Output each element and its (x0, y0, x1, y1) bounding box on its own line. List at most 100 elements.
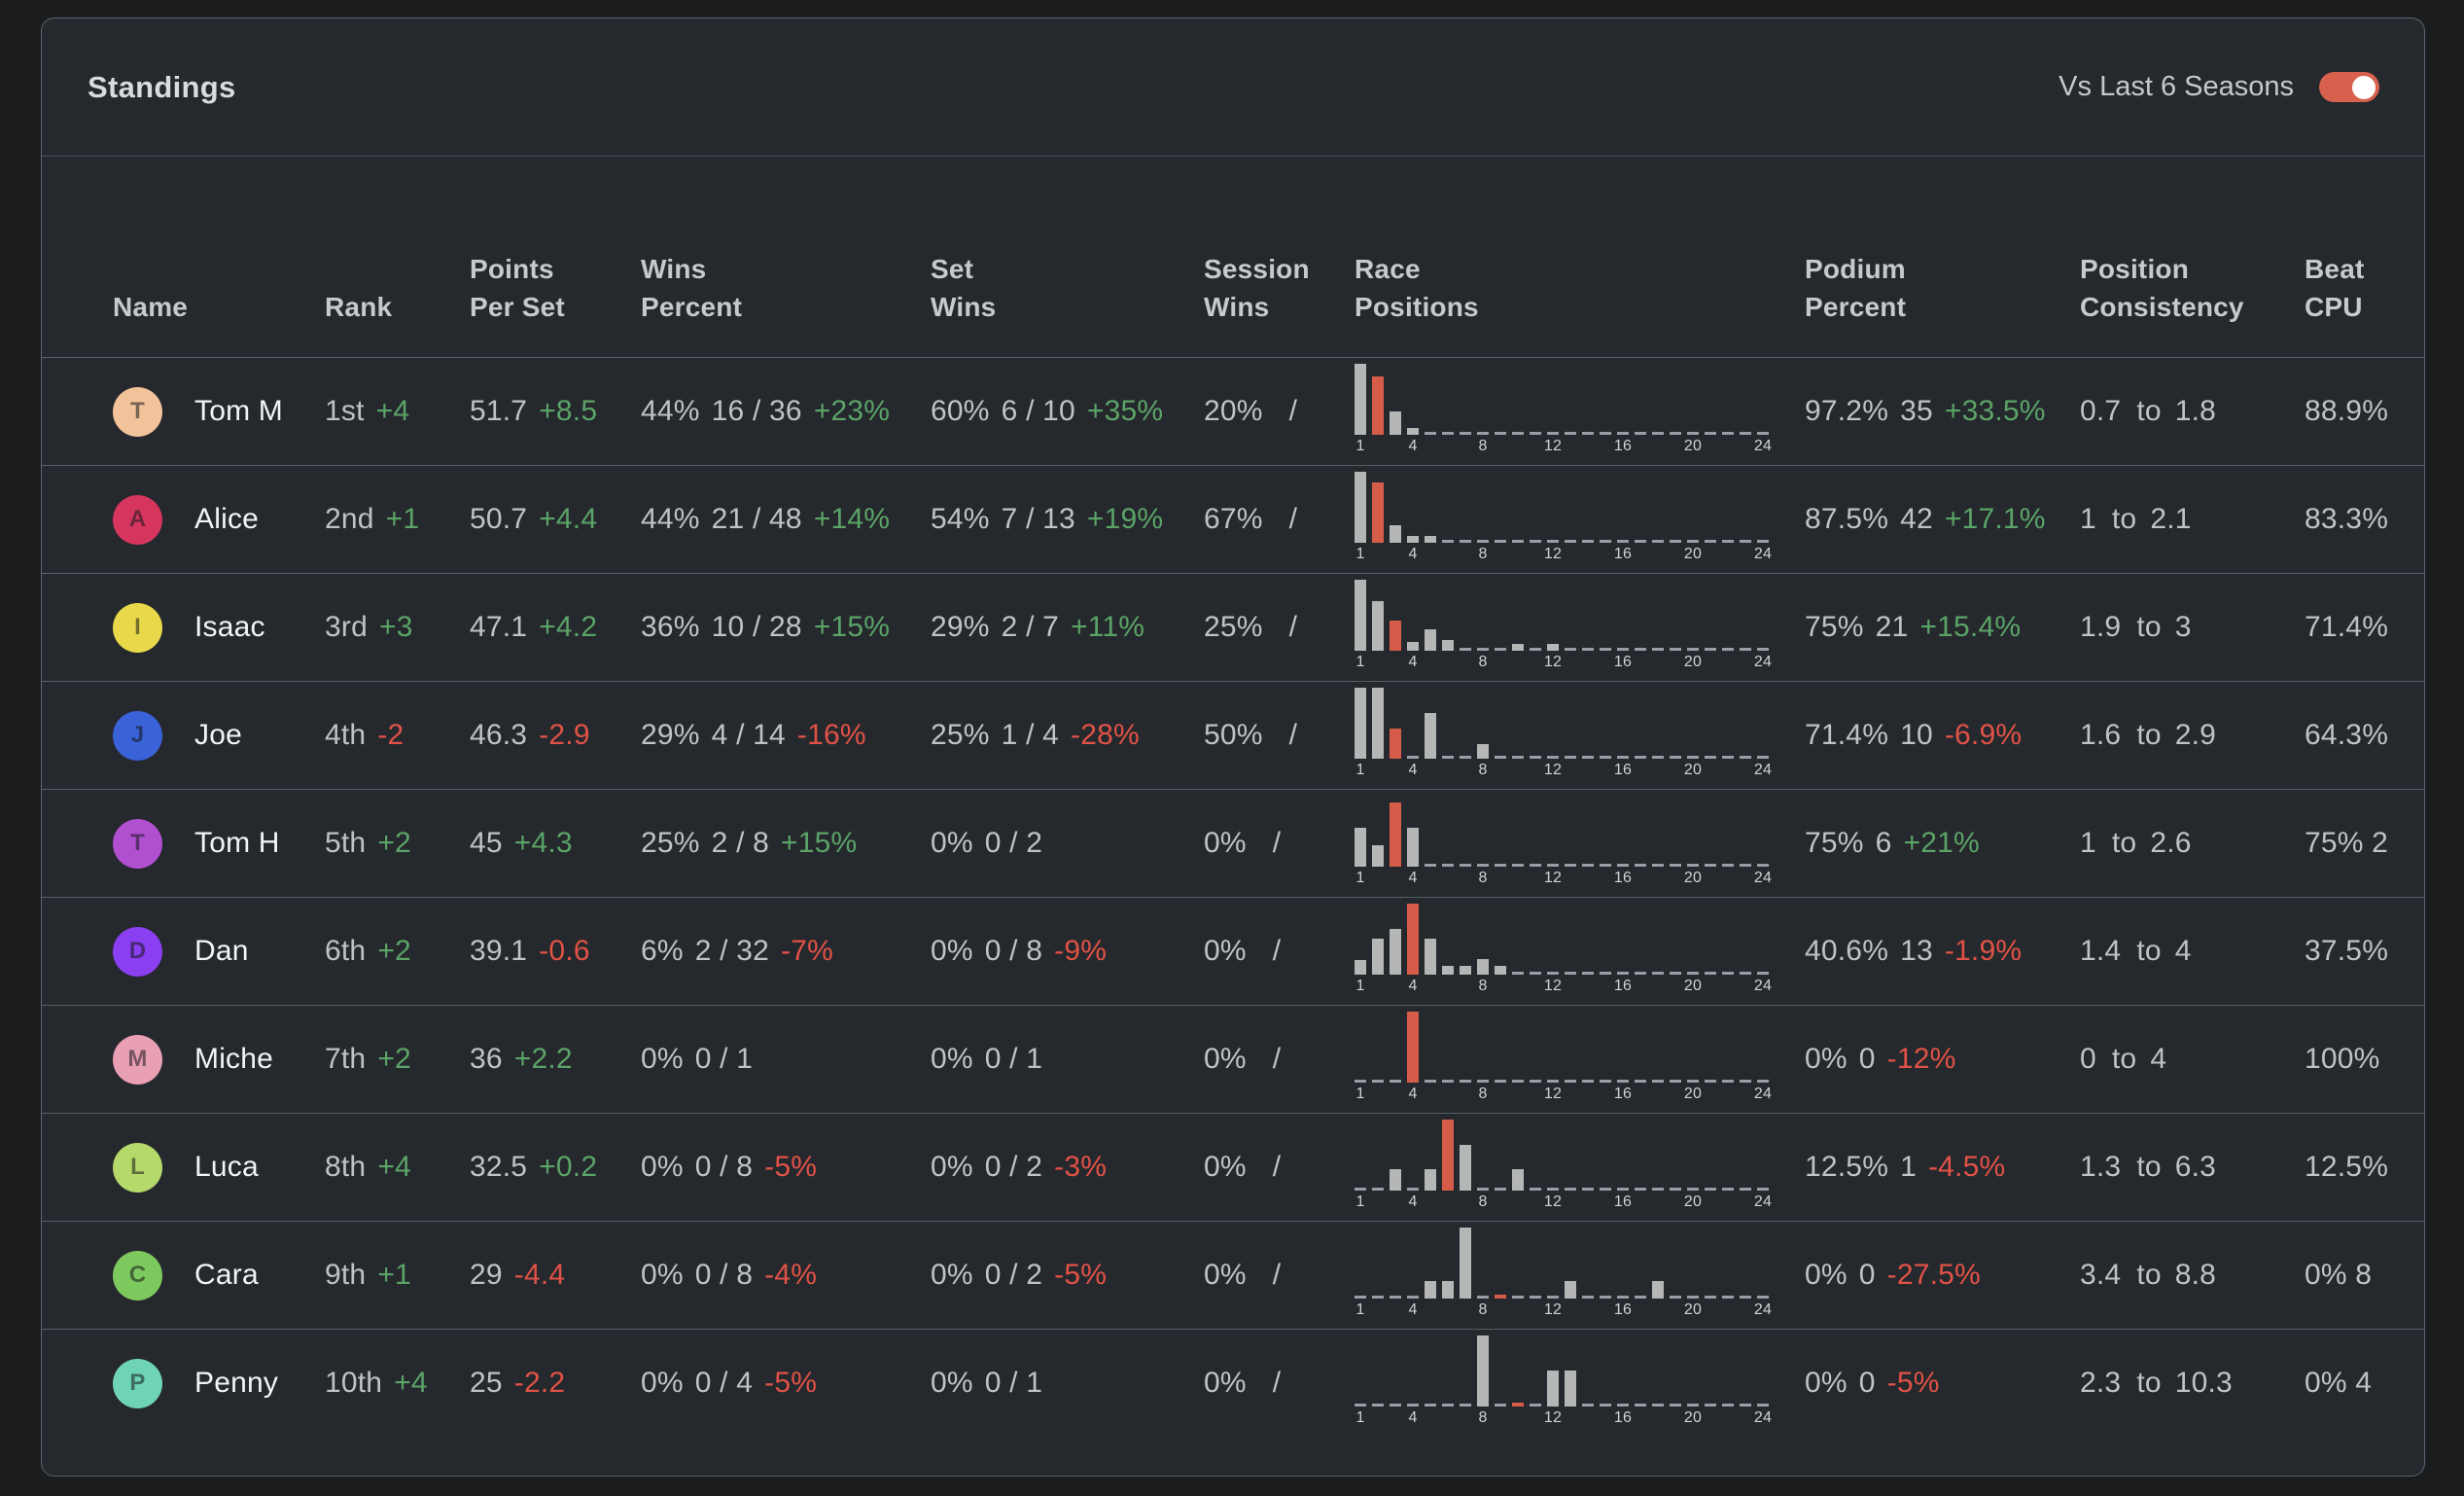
race-bar (1477, 1336, 1489, 1407)
column-header-line: Podium (1805, 254, 1906, 284)
set-wins-delta: +19% (1086, 503, 1164, 535)
race-zero-dash (1740, 432, 1751, 435)
race-zero-dash (1705, 756, 1716, 759)
race-zero-dash (1740, 1080, 1751, 1083)
race-zero-dash (1617, 1404, 1629, 1407)
race-position-slot (1355, 1228, 1372, 1299)
race-zero-dash (1495, 648, 1506, 651)
race-zero-dash (1600, 1404, 1611, 1407)
position-consistency-cell: 1 to 2.1 (2080, 503, 2305, 536)
race-zero-dash (1722, 432, 1734, 435)
race-zero-dash (1652, 972, 1664, 975)
axis-tick: 12 (1543, 1409, 1563, 1426)
race-position-slot (1617, 580, 1635, 651)
race-position-slot (1635, 688, 1652, 759)
column-header-line: Per Set (470, 292, 565, 322)
race-position-slot (1547, 1012, 1565, 1083)
player-cell: C Cara (113, 1250, 325, 1300)
axis-tick: 20 (1683, 1086, 1703, 1102)
set-wins-pct: 60% (931, 395, 990, 427)
race-position-slot (1635, 1120, 1652, 1191)
axis-tick: 20 (1683, 978, 1703, 994)
table-row: P Penny 10th +4 25 -2.2 0% 0 / 4 -5% 0% 0 / 1 0% / 1 4… (42, 1329, 2424, 1437)
race-zero-dash (1635, 1080, 1646, 1083)
podium-count: 6 (1875, 827, 1892, 859)
race-position-slot (1477, 688, 1495, 759)
race-zero-dash (1547, 756, 1559, 759)
player-name: Alice (194, 503, 260, 535)
vs-last-seasons-toggle[interactable] (2319, 72, 2379, 102)
points-value: 47.1 (470, 611, 528, 643)
axis-tick: 8 (1478, 870, 1488, 886)
race-position-slot (1425, 1336, 1442, 1407)
player-name: Miche (194, 1043, 274, 1075)
points-value: 29 (470, 1259, 503, 1291)
wins-percent-cell: 0% 0 / 1 (641, 1043, 931, 1076)
player-cell: L Luca (113, 1142, 325, 1193)
race-position-slot (1512, 364, 1530, 435)
race-zero-dash (1617, 972, 1629, 975)
race-zero-dash (1425, 864, 1436, 867)
race-bar (1425, 1281, 1436, 1299)
avatar: C (113, 1250, 162, 1300)
beat-cpu-cell: 0% 8 (2305, 1259, 2424, 1292)
rank-value: 7th (325, 1043, 367, 1075)
set-wins-pct: 0% (931, 1043, 973, 1075)
axis-tick: 1 (1355, 1301, 1365, 1318)
player-cell: P Penny (113, 1358, 325, 1408)
race-positions-bars (1355, 796, 1775, 867)
position-consistency-cell: 1.3 to 6.3 (2080, 1151, 2305, 1184)
axis-tick: 12 (1543, 438, 1563, 454)
points-value: 32.5 (470, 1151, 528, 1183)
race-zero-dash (1512, 540, 1524, 543)
axis-tick: 12 (1543, 546, 1563, 562)
race-zero-dash (1460, 864, 1471, 867)
race-bar-player (1407, 904, 1419, 975)
race-positions-cell: 1 4 8 12 16 20 24 (1355, 1012, 1805, 1107)
beat-cpu-value: 0% 4 (2305, 1367, 2373, 1399)
race-zero-dash (1512, 864, 1524, 867)
race-position-slot (1442, 1228, 1460, 1299)
race-bar (1390, 929, 1401, 975)
avatar: P (113, 1358, 162, 1408)
race-position-slot (1617, 1120, 1635, 1191)
wins-delta: +23% (813, 395, 891, 427)
session-wins-cell: 0% / (1204, 1151, 1355, 1184)
axis-tick: 16 (1613, 438, 1633, 454)
race-position-slot (1565, 904, 1582, 975)
race-position-slot (1442, 472, 1460, 543)
race-position-slot (1670, 796, 1687, 867)
rank-cell: 7th +2 (325, 1043, 470, 1076)
race-positions-axis: 1 4 8 12 16 20 24 (1355, 654, 1775, 675)
card-header: Standings Vs Last 6 Seasons (42, 18, 2424, 157)
consistency-to-word: to (2111, 503, 2137, 535)
race-position-slot (1477, 1012, 1495, 1083)
race-bar (1495, 966, 1506, 975)
race-position-slot (1390, 904, 1407, 975)
set-wins-cell: 0% 0 / 1 (931, 1043, 1204, 1076)
race-position-slot (1617, 472, 1635, 543)
race-position-slot (1740, 580, 1757, 651)
race-position-slot (1530, 1228, 1547, 1299)
race-zero-dash (1705, 972, 1716, 975)
consistency-to-word: to (2136, 611, 2162, 643)
race-position-slot (1670, 1228, 1687, 1299)
race-position-slot (1757, 688, 1775, 759)
race-zero-dash (1757, 1188, 1769, 1191)
race-position-slot (1407, 796, 1425, 867)
race-zero-dash (1582, 1080, 1594, 1083)
points-per-set-cell: 46.3 -2.9 (470, 719, 641, 752)
race-position-slot (1390, 796, 1407, 867)
rank-value: 9th (325, 1259, 367, 1291)
race-position-slot (1530, 904, 1547, 975)
standings-card: Standings Vs Last 6 Seasons Name Rank Poin… (41, 18, 2425, 1477)
race-positions-bars (1355, 1120, 1775, 1191)
race-position-slot (1705, 1228, 1722, 1299)
race-zero-dash (1477, 1080, 1489, 1083)
set-wins-cell: 54% 7 / 13 +19% (931, 503, 1204, 536)
column-header-6: Race Positions (1355, 250, 1805, 326)
race-zero-dash (1635, 1296, 1646, 1299)
race-position-slot (1582, 364, 1600, 435)
set-wins-cell: 60% 6 / 10 +35% (931, 395, 1204, 428)
race-position-slot (1670, 472, 1687, 543)
